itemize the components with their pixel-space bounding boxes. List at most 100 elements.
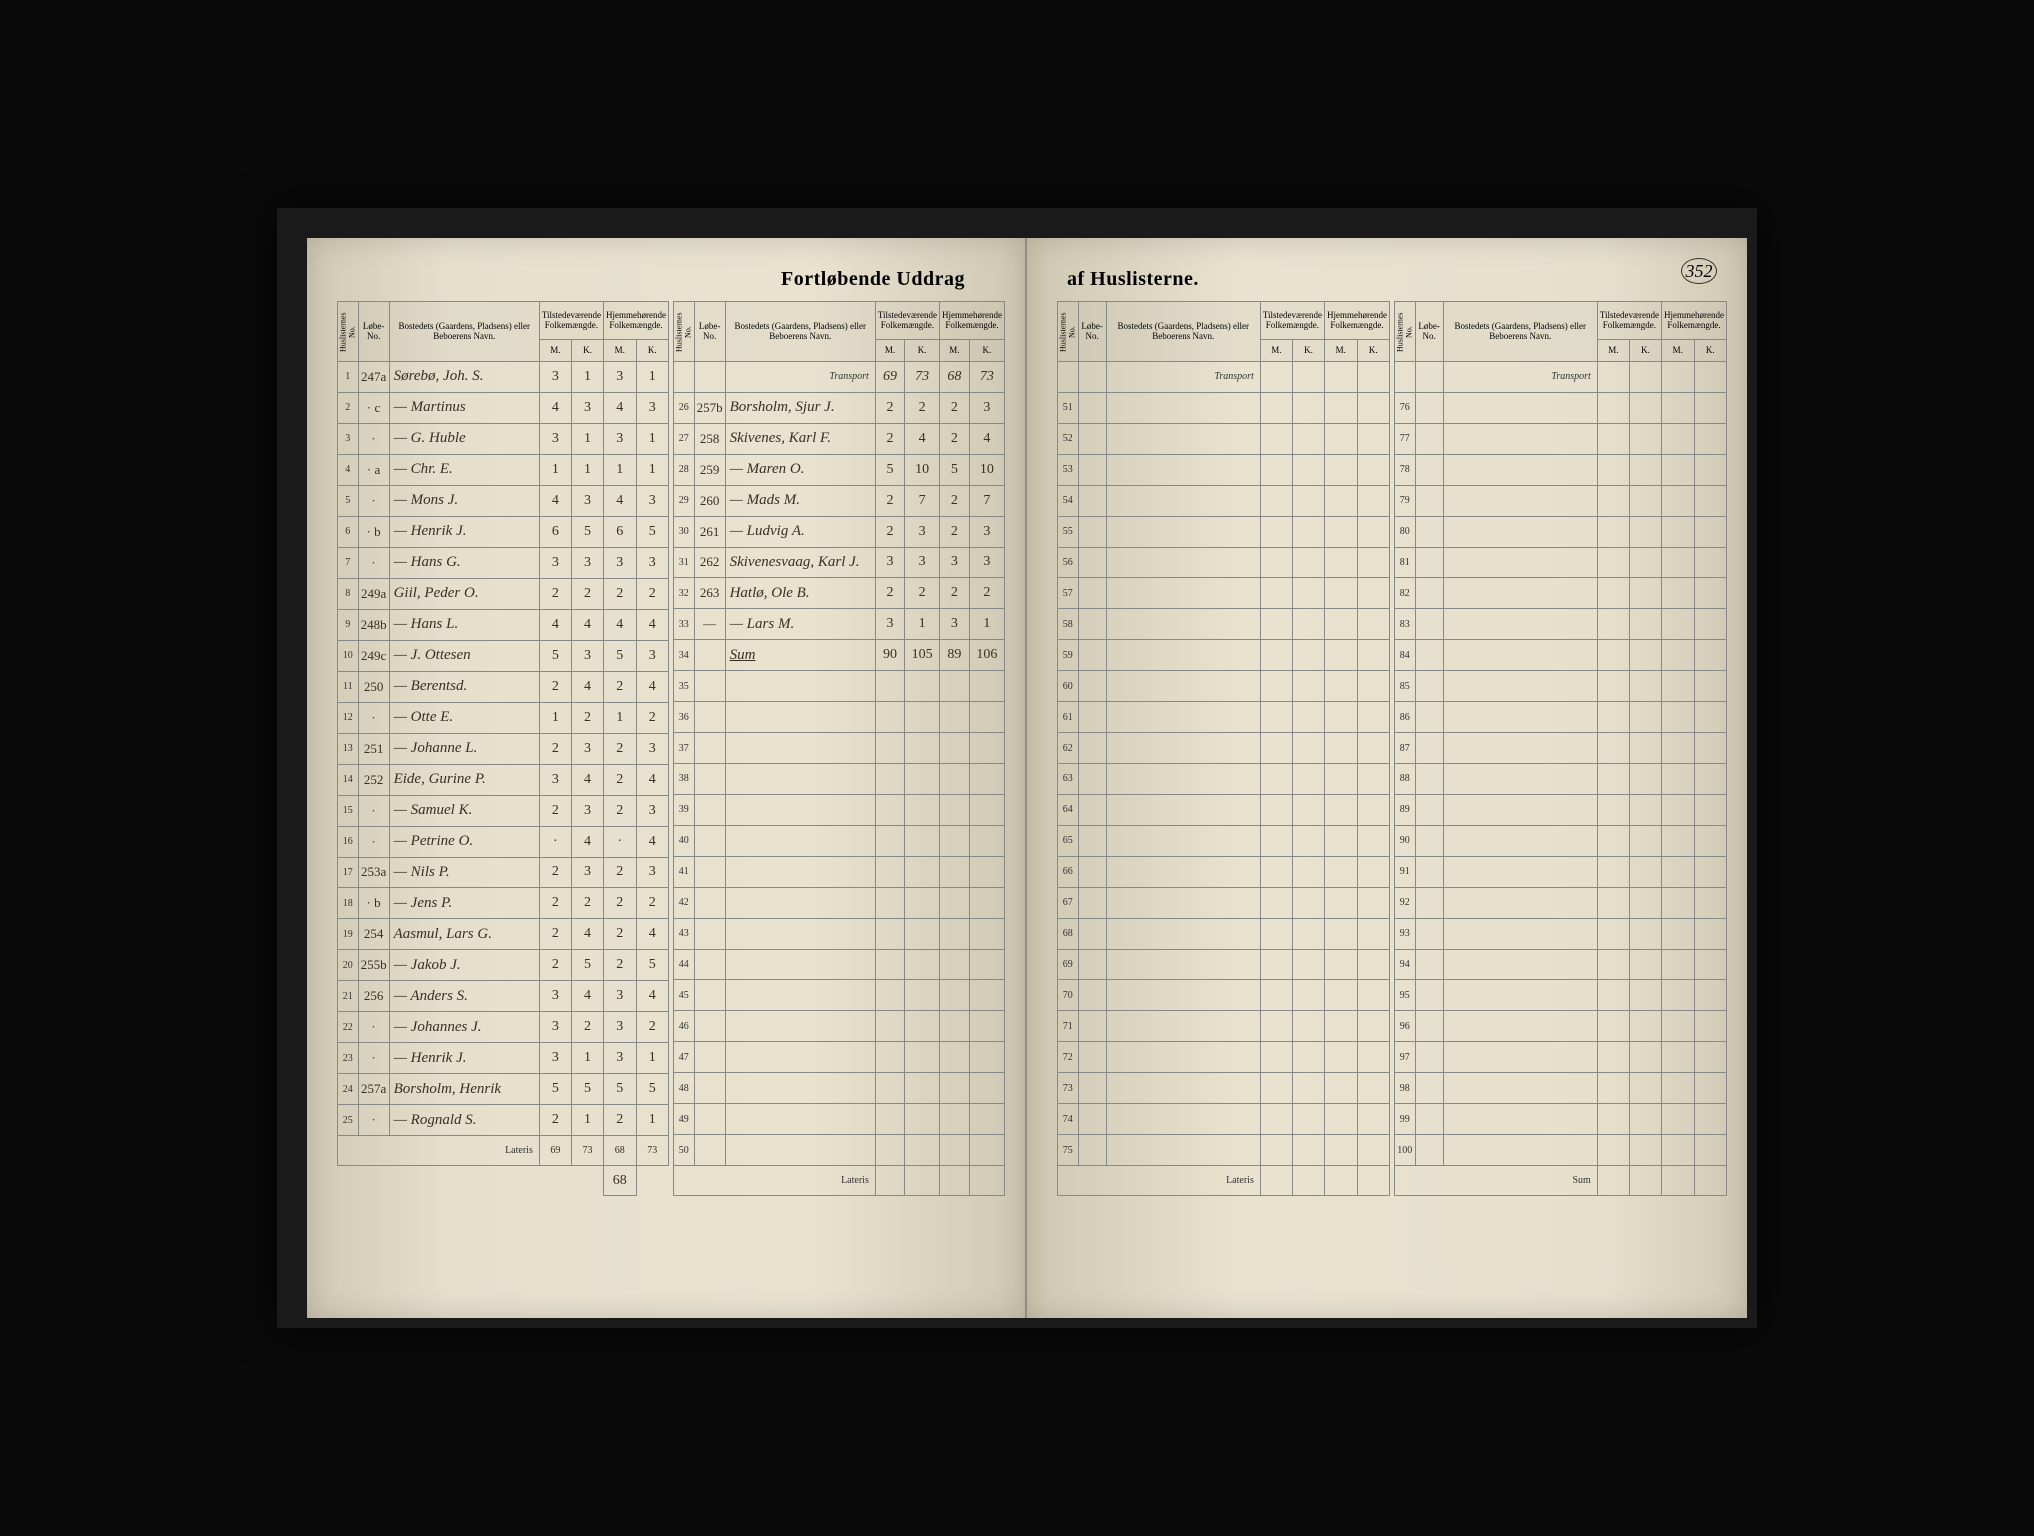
table-body: 1 247a Sørebø, Joh. S. 3 1 3 1 2 · c — M… <box>338 362 669 1136</box>
table-row: 53 <box>1058 454 1390 485</box>
table-row: 62 <box>1058 733 1390 764</box>
table-body: Transport 69 73 68 73 26 257b Borsholm, … <box>674 362 1005 1166</box>
transport-row: Transport <box>1058 362 1390 393</box>
table-row: 51 <box>1058 392 1390 423</box>
table-row: 4 · a — Chr. E. 1 1 1 1 <box>338 454 669 485</box>
table-row: 86 <box>1395 702 1727 733</box>
table-row: 39 <box>674 794 1005 825</box>
table-row: 45 <box>674 980 1005 1011</box>
table-row: 9 248b — Hans L. 4 4 4 4 <box>338 609 669 640</box>
table-row: 79 <box>1395 485 1727 516</box>
table-row: 43 <box>674 918 1005 949</box>
table-row: 27 258 Skivenes, Karl F. 2 4 2 4 <box>674 423 1005 454</box>
table-row: 37 <box>674 733 1005 764</box>
table-row: 83 <box>1395 609 1727 640</box>
table-row: 65 <box>1058 825 1390 856</box>
table-row: 21 256 — Anders S. 3 4 3 4 <box>338 981 669 1012</box>
table-row: 49 <box>674 1104 1005 1135</box>
lateris-row: Lateris <box>1058 1166 1390 1196</box>
page-title-left: Fortløbende Uddrag <box>337 268 1005 291</box>
table-row: 12 · — Otte E. 1 2 1 2 <box>338 702 669 733</box>
table-row: 32 263 Hatlø, Ole B. 2 2 2 2 <box>674 578 1005 609</box>
table-row: 82 <box>1395 578 1727 609</box>
table-row: 8 249a Giil, Peder O. 2 2 2 2 <box>338 578 669 609</box>
table-row: 2 · c — Martinus 4 3 4 3 <box>338 392 669 423</box>
table-row: 78 <box>1395 454 1727 485</box>
table-row: 80 <box>1395 516 1727 547</box>
table-row: 81 <box>1395 547 1727 578</box>
table-body: Transport 76 77 78 79 80 81 82 83 84 85 … <box>1395 362 1727 1166</box>
table-row: 7 · — Hans G. 3 3 3 3 <box>338 547 669 578</box>
table-row: 5 · — Mons J. 4 3 4 3 <box>338 485 669 516</box>
lateris-label: Lateris <box>674 1166 876 1196</box>
table-row: 25 · — Rognald S. 2 1 2 1 <box>338 1105 669 1136</box>
table-row: 94 <box>1395 949 1727 980</box>
table-row: 42 <box>674 887 1005 918</box>
col-k: K. <box>636 340 669 362</box>
table-row: 16 · — Petrine O. · 4 · 4 <box>338 826 669 857</box>
transport-row: Transport 69 73 68 73 <box>674 362 1005 393</box>
table-row: 66 <box>1058 856 1390 887</box>
table-row: 40 <box>674 825 1005 856</box>
table-row: 28 259 — Maren O. 5 10 5 10 <box>674 454 1005 485</box>
col-tilstede: Tilstedeværende Folkemængde. <box>875 302 939 340</box>
table-row: 93 <box>1395 918 1727 949</box>
table-row: 31 262 Skivenesvaag, Karl J. 3 3 3 3 <box>674 547 1005 578</box>
table-header: Huslisternes No. Løbe-No. Bostedets (Gaa… <box>338 302 669 362</box>
page-title-right: af Huslisterne. <box>1057 268 1727 291</box>
col-k: K. <box>905 340 940 362</box>
table-row: 69 <box>1058 949 1390 980</box>
table-row: 44 <box>674 949 1005 980</box>
table-row: 15 · — Samuel K. 2 3 2 3 <box>338 795 669 826</box>
table-row: 77 <box>1395 423 1727 454</box>
table-row: 91 <box>1395 856 1727 887</box>
lateris-row: Lateris <box>674 1166 1005 1196</box>
ledger-table-right-b: Huslisternes No. Løbe-No. Bostedets (Gaa… <box>1394 301 1727 1196</box>
table-row: 87 <box>1395 733 1727 764</box>
table-row: 90 <box>1395 825 1727 856</box>
right-page-columns: Huslisternes No. Løbe-No. Bostedets (Gaa… <box>1057 301 1727 1172</box>
table-row: 89 <box>1395 794 1727 825</box>
table-row: 11 250 — Berentsd. 2 4 2 4 <box>338 671 669 702</box>
table-row: 54 <box>1058 485 1390 516</box>
table-row: 17 253a — Nils P. 2 3 2 3 <box>338 857 669 888</box>
sum-row: 34 Sum 90 105 89 106 <box>674 640 1005 671</box>
table-row: 84 <box>1395 640 1727 671</box>
table-row: 23 · — Henrik J. 3 1 3 1 <box>338 1043 669 1074</box>
table-row: 56 <box>1058 547 1390 578</box>
table-row: 99 <box>1395 1104 1727 1135</box>
table-row: 13 251 — Johanne L. 2 3 2 3 <box>338 733 669 764</box>
table-row: 58 <box>1058 609 1390 640</box>
lateris-label: Lateris <box>338 1136 540 1166</box>
table-row: 96 <box>1395 1011 1727 1042</box>
book-spread: Fortløbende Uddrag Huslisternes No. Løbe… <box>277 208 1757 1328</box>
right-page: 352 af Huslisterne. Huslisternes No. Løb… <box>1027 238 1747 1318</box>
table-row: 38 <box>674 763 1005 794</box>
col-m: M. <box>539 340 571 362</box>
table-row: 36 <box>674 702 1005 733</box>
table-row: 24 257a Borsholm, Henrik 5 5 5 5 <box>338 1074 669 1105</box>
table-row: 35 <box>674 671 1005 702</box>
table-row: 61 <box>1058 702 1390 733</box>
table-row: 72 <box>1058 1042 1390 1073</box>
table-row: 71 <box>1058 1011 1390 1042</box>
col-m: M. <box>940 340 970 362</box>
ledger-table-left-a: Huslisternes No. Løbe-No. Bostedets (Gaa… <box>337 301 669 1196</box>
table-row: 63 <box>1058 763 1390 794</box>
table-row: 55 <box>1058 516 1390 547</box>
table-row: 29 260 — Mads M. 2 7 2 7 <box>674 485 1005 516</box>
table-row: 97 <box>1395 1042 1727 1073</box>
table-row: 14 252 Eide, Gurine P. 3 4 2 4 <box>338 764 669 795</box>
sum-row: Sum <box>1395 1166 1727 1196</box>
table-row: 22 · — Johannes J. 3 2 3 2 <box>338 1012 669 1043</box>
ledger-table-right-a: Huslisternes No. Løbe-No. Bostedets (Gaa… <box>1057 301 1390 1196</box>
col-bosted: Bostedets (Gaardens, Pladsens) eller Beb… <box>389 302 539 362</box>
table-row: 68 <box>1058 918 1390 949</box>
table-row: 48 <box>674 1073 1005 1104</box>
table-row: 57 <box>1058 578 1390 609</box>
col-k: K. <box>571 340 603 362</box>
table-row: 95 <box>1395 980 1727 1011</box>
table-row: 52 <box>1058 423 1390 454</box>
col-m: M. <box>875 340 904 362</box>
left-page: Fortløbende Uddrag Huslisternes No. Løbe… <box>307 238 1027 1318</box>
